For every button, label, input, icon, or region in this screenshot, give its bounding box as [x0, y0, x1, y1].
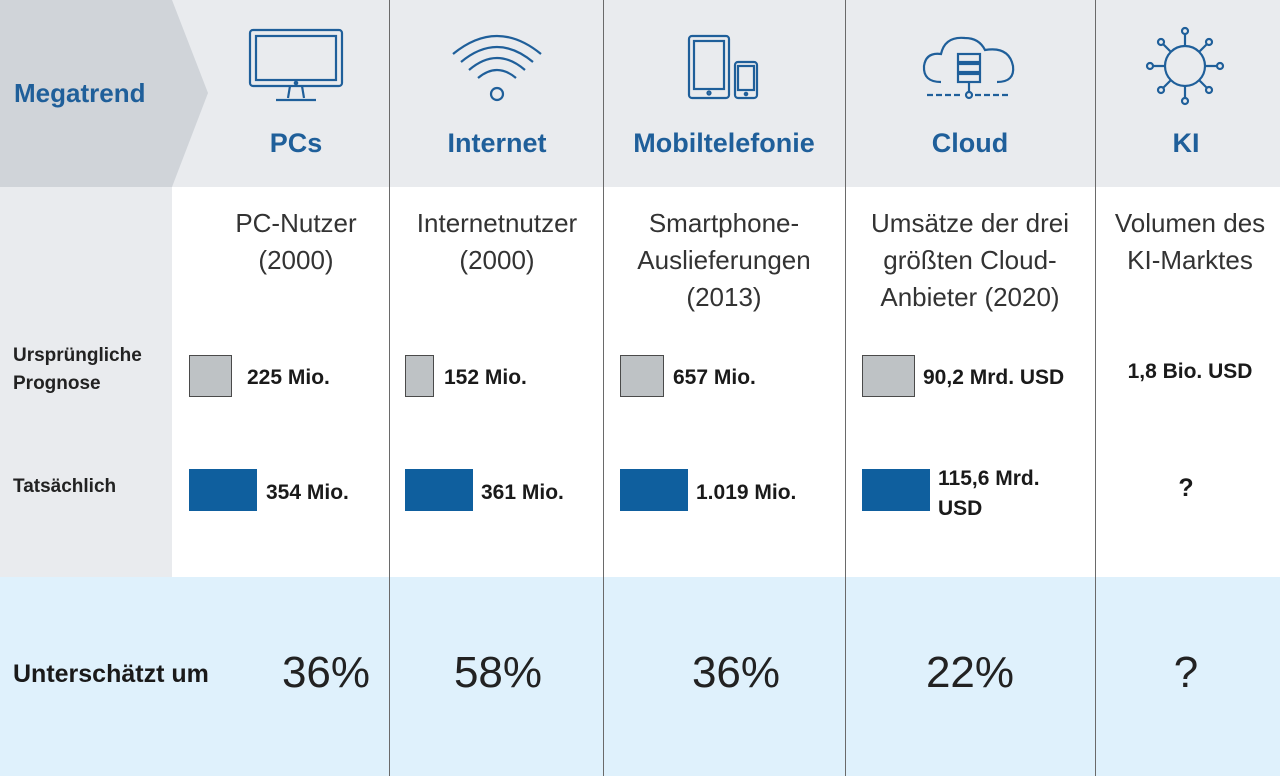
bar-actual-cloud	[862, 469, 930, 511]
ai-network-icon	[1145, 26, 1225, 106]
row-label-original: Ursprüngliche Prognose	[13, 345, 142, 394]
row-label-actual: Tatsächlich	[13, 476, 117, 497]
bar-original-pcs	[189, 355, 232, 397]
value-original-pcs: 225 Mio.	[247, 366, 330, 389]
megatrend-arrow	[0, 0, 208, 187]
value-original-mobiltelefonie: 657 Mio.	[673, 366, 756, 389]
column-divider	[389, 0, 390, 776]
tablet-phone-icon	[687, 34, 759, 100]
bar-actual-pcs	[189, 469, 257, 511]
value-actual-mobiltelefonie: 1.019 Mio.	[696, 481, 797, 504]
wifi-icon	[452, 35, 542, 102]
value-actual-pcs: 354 Mio.	[266, 481, 349, 504]
metric-label-cloud: Umsätze der drei größten Cloud-Anbieter …	[871, 208, 1069, 312]
bar-actual-mobiltelefonie	[620, 469, 688, 511]
bar-actual-internet	[405, 469, 473, 511]
metric-label-internet: Internetnutzer (2000)	[416, 208, 578, 275]
megatrend-label: Megatrend	[14, 78, 146, 108]
underestimated-internet: 58%	[453, 648, 543, 697]
bar-original-internet	[405, 355, 434, 397]
underestimated-mobiltelefonie: 36%	[691, 648, 781, 697]
bar-original-cloud	[862, 355, 915, 397]
metric-label-pcs: PC-Nutzer (2000)	[235, 208, 357, 275]
column-title-mobiltelefonie: Mobiltelefonie	[633, 128, 815, 158]
metric-label-mobiltelefonie: Smartphone-Auslieferungen (2013)	[637, 208, 811, 312]
column-title-ki: KI	[1172, 128, 1200, 158]
footer-band	[0, 577, 1280, 776]
column-title-cloud: Cloud	[931, 128, 1009, 158]
value-original-cloud: 90,2 Mrd. USD	[923, 366, 1065, 389]
column-divider	[1095, 0, 1096, 776]
underestimated-pcs: 36%	[281, 648, 371, 697]
column-divider	[603, 0, 604, 776]
row-label-column	[0, 187, 172, 577]
row-label-underestimated: Unterschätzt um	[13, 660, 209, 688]
desktop-monitor-icon	[248, 28, 344, 102]
cloud-server-icon	[922, 36, 1015, 100]
header-band	[0, 0, 1280, 187]
value-actual-internet: 361 Mio.	[481, 481, 564, 504]
value-actual-ki: ?	[1178, 474, 1194, 502]
column-title-internet: Internet	[447, 128, 547, 158]
value-actual-cloud: 115,6 Mrd. USD	[938, 467, 1040, 520]
underestimated-ki: ?	[1173, 648, 1199, 697]
bar-original-mobiltelefonie	[620, 355, 664, 397]
underestimated-cloud: 22%	[925, 648, 1015, 697]
value-original-ki: 1,8 Bio. USD	[1127, 360, 1253, 383]
column-title-pcs: PCs	[269, 128, 323, 158]
column-divider	[845, 0, 846, 776]
metric-label-ki: Volumen des KI-Marktes	[1114, 208, 1266, 275]
value-original-internet: 152 Mio.	[444, 366, 527, 389]
